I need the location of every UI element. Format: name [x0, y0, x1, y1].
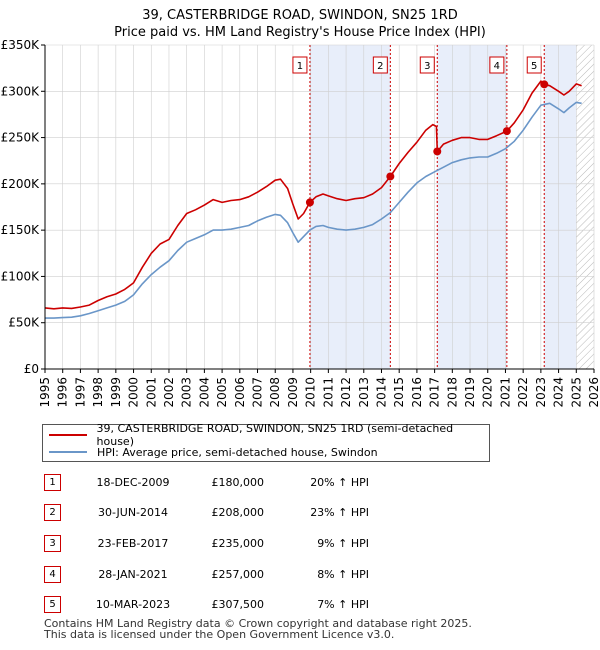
y-tick-label: £350K	[1, 38, 41, 52]
x-tick-label: 2005	[215, 377, 229, 408]
x-tick-label: 2012	[339, 377, 353, 408]
annotation-box	[419, 56, 435, 74]
shaded-period	[309, 45, 391, 369]
price-chart: 1 2 3 4 5 £0 £50K £100K £150K £200K £250K £300K £350…	[1, 38, 600, 408]
sale-price: £307,500	[211, 598, 265, 611]
x-tick-label: 1996	[56, 377, 70, 408]
x-tick-label: 2004	[197, 377, 211, 408]
x-tick-label: 2000	[127, 377, 141, 408]
sale-point	[386, 172, 395, 181]
legend-label-property: 39, CASTERBRIDGE ROAD, SWINDON, SN25 1RD…	[96, 422, 454, 448]
sale-number-badge: 1	[44, 474, 61, 491]
x-tick-label: 2016	[410, 377, 424, 408]
table-row: 3 23-FEB-2017 £235,000 9% ↑ HPI	[44, 535, 564, 553]
sale-price: £235,000	[211, 537, 265, 550]
x-tick-label: 2022	[516, 377, 530, 408]
sale-date: 30-JUN-2014	[97, 506, 169, 519]
x-tick-label: 2011	[321, 377, 335, 408]
x-tick-label: 1998	[91, 377, 105, 408]
sale-date: 18-DEC-2009	[96, 476, 170, 489]
x-tick-label: 2014	[374, 377, 388, 408]
chart-title: 39, CASTERBRIDGE ROAD, SWINDON, SN25 1RD	[142, 8, 458, 23]
footer: Contains HM Land Registry data © Crown c…	[44, 618, 472, 640]
table-row: 1 18-DEC-2009 £180,000 20% ↑ HPI	[44, 474, 564, 492]
shaded-period	[544, 45, 577, 369]
x-tick-label: 2025	[569, 377, 583, 408]
x-tick-label: 2002	[162, 377, 176, 408]
x-tick-label: 2007	[251, 377, 265, 408]
sale-point	[540, 80, 549, 89]
sale-date: 10-MAR-2023	[95, 598, 171, 611]
legend-label-hpi: HPI: Average price, semi-detached house,…	[97, 445, 378, 459]
annotation-box	[292, 56, 308, 74]
x-tick-label: 2020	[481, 377, 495, 408]
x-tick-label: 2017	[428, 377, 442, 408]
x-tick-label: 2008	[268, 377, 282, 408]
x-tick-label: 2026	[587, 377, 600, 408]
x-tick-label: 1995	[38, 377, 52, 408]
annotation-box	[489, 56, 505, 74]
x-tick-label: 2018	[445, 377, 459, 408]
table-row: 5 10-MAR-2023 £307,500 7% ↑ HPI	[44, 596, 564, 614]
y-tick-label: £50K	[8, 316, 40, 330]
x-tick-label: 2019	[463, 377, 477, 408]
sale-hpi-change: 23% ↑ HPI	[310, 506, 369, 519]
footer-licence: This data is licensed under the Open Gov…	[44, 628, 395, 641]
chart-legend: 39, CASTERBRIDGE ROAD, SWINDON, SN25 1RD…	[42, 422, 490, 462]
x-tick-label: 2023	[534, 377, 548, 408]
sale-point	[305, 198, 314, 207]
x-tick-label: 2001	[144, 377, 158, 408]
y-tick-label: £100K	[1, 269, 41, 283]
sale-date: 28-JAN-2021	[98, 568, 168, 581]
y-tick-label: £150K	[1, 223, 41, 237]
sale-date: 23-FEB-2017	[97, 537, 169, 550]
sale-hpi-change: 7% ↑ HPI	[317, 598, 369, 611]
legend-entry-property: 39, CASTERBRIDGE ROAD, SWINDON, SN25 1RD…	[49, 422, 489, 448]
x-tick-label: 2003	[180, 377, 194, 408]
sale-point	[502, 127, 511, 136]
annotation-label: 1	[297, 61, 303, 72]
sale-hpi-change: 8% ↑ HPI	[317, 568, 369, 581]
y-tick-label: £300K	[1, 84, 41, 98]
table-row: 2 30-JUN-2014 £208,000 23% ↑ HPI	[44, 504, 564, 522]
table-row: 4 28-JAN-2021 £257,000 8% ↑ HPI	[44, 566, 564, 584]
sale-price: £208,000	[211, 506, 265, 519]
y-tick-label: £250K	[1, 131, 41, 145]
sale-number-badge: 4	[44, 566, 61, 583]
annotation-box	[526, 56, 542, 74]
sale-number-badge: 2	[44, 504, 61, 521]
x-tick-label: 2021	[498, 377, 512, 408]
sale-price: £180,000	[211, 476, 265, 489]
x-tick-label: 1997	[73, 377, 87, 408]
x-tick-label: 2006	[233, 377, 247, 408]
hpi-line	[45, 101, 582, 319]
sale-price: £257,000	[211, 568, 265, 581]
y-tick-label: £0	[24, 362, 39, 376]
x-tick-label: 2010	[304, 377, 318, 408]
annotation-box	[372, 56, 388, 74]
x-tick-label: 2024	[552, 377, 566, 408]
x-tick-label: 1999	[109, 377, 123, 408]
annotation-label: 4	[494, 61, 500, 72]
y-tick-label: £200K	[1, 177, 41, 191]
sale-hpi-change: 20% ↑ HPI	[310, 476, 369, 489]
legend-swatch-hpi	[49, 451, 87, 453]
sale-point	[433, 147, 442, 156]
annotation-label: 5	[531, 61, 537, 72]
annotation-label: 3	[424, 61, 430, 72]
x-tick-label: 2013	[357, 377, 371, 408]
sale-hpi-change: 9% ↑ HPI	[317, 537, 369, 550]
footer-copyright: Contains HM Land Registry data © Crown c…	[44, 617, 472, 630]
x-tick-label: 2009	[286, 377, 300, 408]
legend-entry-hpi: HPI: Average price, semi-detached house,…	[49, 444, 378, 460]
chart-subtitle: Price paid vs. HM Land Registry's House …	[114, 25, 486, 40]
hatched-region	[576, 45, 594, 369]
annotation-label: 2	[377, 61, 383, 72]
sale-number-badge: 3	[44, 535, 61, 552]
x-tick-label: 2015	[392, 377, 406, 408]
legend-swatch-property	[49, 434, 87, 436]
sale-number-badge: 5	[44, 596, 61, 613]
shaded-period	[437, 45, 507, 369]
